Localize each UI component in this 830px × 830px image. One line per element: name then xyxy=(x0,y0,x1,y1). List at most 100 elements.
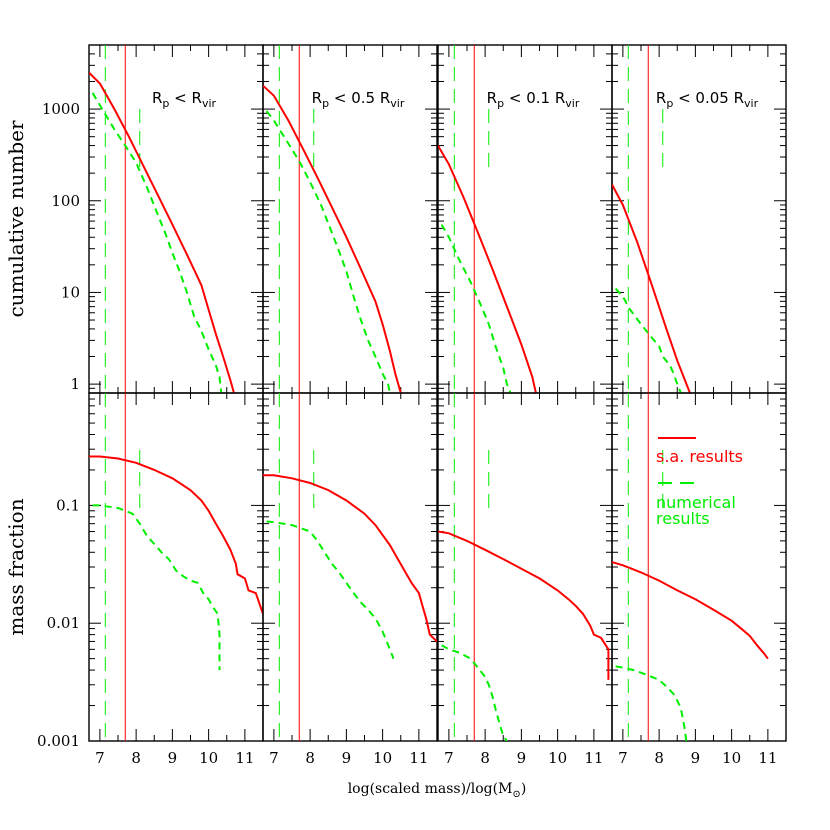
panel-title-part: R xyxy=(380,89,390,107)
x-tick-label: 8 xyxy=(131,749,141,767)
panel-plot-area xyxy=(263,393,437,741)
panel-title: Rp < 0.5 Rvir xyxy=(312,89,405,110)
panel-title-part: p xyxy=(162,97,169,110)
series-sa-results xyxy=(612,561,769,660)
panel-frame xyxy=(262,392,438,742)
panel-plot-area xyxy=(89,45,235,393)
panel-r0-c1: Rp < 0.5 Rvir xyxy=(262,44,438,394)
panel-title-part: 0.05 xyxy=(695,89,733,107)
panel-plot-area xyxy=(612,393,769,741)
panel-title-part: vir xyxy=(390,97,405,110)
y-tick-label: 10 xyxy=(61,283,80,301)
panel-grid: Rp < Rvir Rp < 0.5 Rvir Rp < 0.1 Rvir Rp < … xyxy=(88,44,787,742)
y-tick-label: 100 xyxy=(51,192,80,210)
panel-plot-area xyxy=(263,45,402,393)
series-sa-results xyxy=(89,455,263,615)
x-tick-label: 9 xyxy=(691,749,701,767)
panel-frame xyxy=(437,392,613,742)
panel-title-part: R xyxy=(487,89,497,107)
x-tick-label: 9 xyxy=(168,749,178,767)
y-label-cumulative-number: cumulative number xyxy=(4,120,28,318)
series-sa-results xyxy=(89,71,235,393)
panel-plot-area xyxy=(438,45,537,393)
panel-frame xyxy=(611,392,787,742)
series-numerical-results xyxy=(265,110,391,393)
panel-title-part: R xyxy=(555,89,565,107)
panel-r0-c3: Rp < 0.05 Rvir xyxy=(611,44,787,394)
panel-r0-c0: Rp < Rvir xyxy=(88,44,264,394)
panel-r1-c2 xyxy=(437,392,613,742)
series-numerical-results xyxy=(441,644,508,741)
series-sa-results xyxy=(612,184,691,393)
x-tick-label: 11 xyxy=(235,749,254,767)
panel-title: Rp < Rvir xyxy=(152,89,217,110)
series-sa-results xyxy=(438,530,610,680)
series-numerical-results xyxy=(92,504,221,671)
x-tick-label: 7 xyxy=(95,749,105,767)
series-numerical-results xyxy=(440,224,512,393)
x-tick-label: 10 xyxy=(373,749,392,767)
x-tick-label: 7 xyxy=(618,749,628,767)
x-tick-label: 10 xyxy=(199,749,218,767)
panel-plot-area xyxy=(438,393,610,741)
panel-r1-c1 xyxy=(262,392,438,742)
series-numerical-results xyxy=(615,665,688,741)
series-numerical-results xyxy=(91,92,223,393)
series-sa-results xyxy=(263,84,402,393)
series-numerical-results xyxy=(614,287,682,393)
x-axis-title-sun-symbol: ⊙ xyxy=(512,789,520,800)
x-tick-label: 8 xyxy=(305,749,315,767)
panel-title-part: p xyxy=(322,97,329,110)
series-sa-results xyxy=(263,474,437,643)
panel-r1-c3 xyxy=(611,392,787,742)
y-tick-label: 0.01 xyxy=(47,614,80,632)
panel-r0-c2: Rp < 0.1 Rvir xyxy=(437,44,613,394)
series-numerical-results xyxy=(266,520,395,660)
x-tick-label: 11 xyxy=(758,749,777,767)
y-tick-label: 1 xyxy=(70,375,80,393)
y-axis-labels: 1 10 100 1000 0.001 0.01 0.1 xyxy=(37,100,80,750)
panel-title-part: vir xyxy=(565,97,580,110)
panel-title: Rp < 0.1 Rvir xyxy=(487,89,580,110)
panel-title-part: p xyxy=(497,97,504,110)
panel-title-part: vir xyxy=(744,97,759,110)
panel-title-part: < xyxy=(329,89,351,107)
panel-title-part: R xyxy=(656,89,666,107)
panel-plot-area xyxy=(612,45,691,393)
panel-title-part: 0.1 xyxy=(526,89,555,107)
x-axis-title: log(scaled mass)/log(M⊙) xyxy=(348,781,527,800)
panel-title: Rp < 0.05 Rvir xyxy=(656,89,759,110)
series-sa-results xyxy=(438,145,537,393)
x-tick-label: 9 xyxy=(517,749,527,767)
legend-sa-label: s.a. results xyxy=(656,447,743,466)
x-tick-label: 7 xyxy=(444,749,454,767)
y-tick-label: 1000 xyxy=(42,100,80,118)
panel-title-part: R xyxy=(192,89,202,107)
panel-title-part: vir xyxy=(202,97,217,110)
y-tick-label: 0.1 xyxy=(56,496,80,514)
panel-title-part: < xyxy=(169,89,191,107)
x-tick-label: 8 xyxy=(654,749,664,767)
x-tick-label: 11 xyxy=(584,749,603,767)
panel-title-part: < xyxy=(673,89,695,107)
x-tick-label: 11 xyxy=(409,749,428,767)
x-tick-label: 9 xyxy=(342,749,352,767)
x-axis-labels: 7 8 9 10 11 7 8 9 10 11 7 8 9 10 11 7 8 9 10 11 xyxy=(95,749,777,767)
x-tick-label: 8 xyxy=(480,749,490,767)
x-tick-label: 10 xyxy=(722,749,741,767)
x-axis-title-main: log(scaled mass)/log(M xyxy=(348,781,513,797)
x-tick-label: 10 xyxy=(548,749,567,767)
panel-title-part: R xyxy=(734,89,744,107)
panel-r1-c0 xyxy=(88,392,264,742)
legend-numerical-label-2: results xyxy=(656,509,710,528)
y-label-mass-fraction: mass fraction xyxy=(4,498,28,635)
panel-title-part: < xyxy=(504,89,526,107)
legend-numerical-label-1: numerical xyxy=(656,493,736,512)
x-axis-title-close: ) xyxy=(521,781,526,797)
y-tick-label: 0.001 xyxy=(37,732,80,750)
panel-title-part: p xyxy=(666,97,673,110)
panel-title-part: R xyxy=(312,89,322,107)
panel-title-part: R xyxy=(152,89,162,107)
